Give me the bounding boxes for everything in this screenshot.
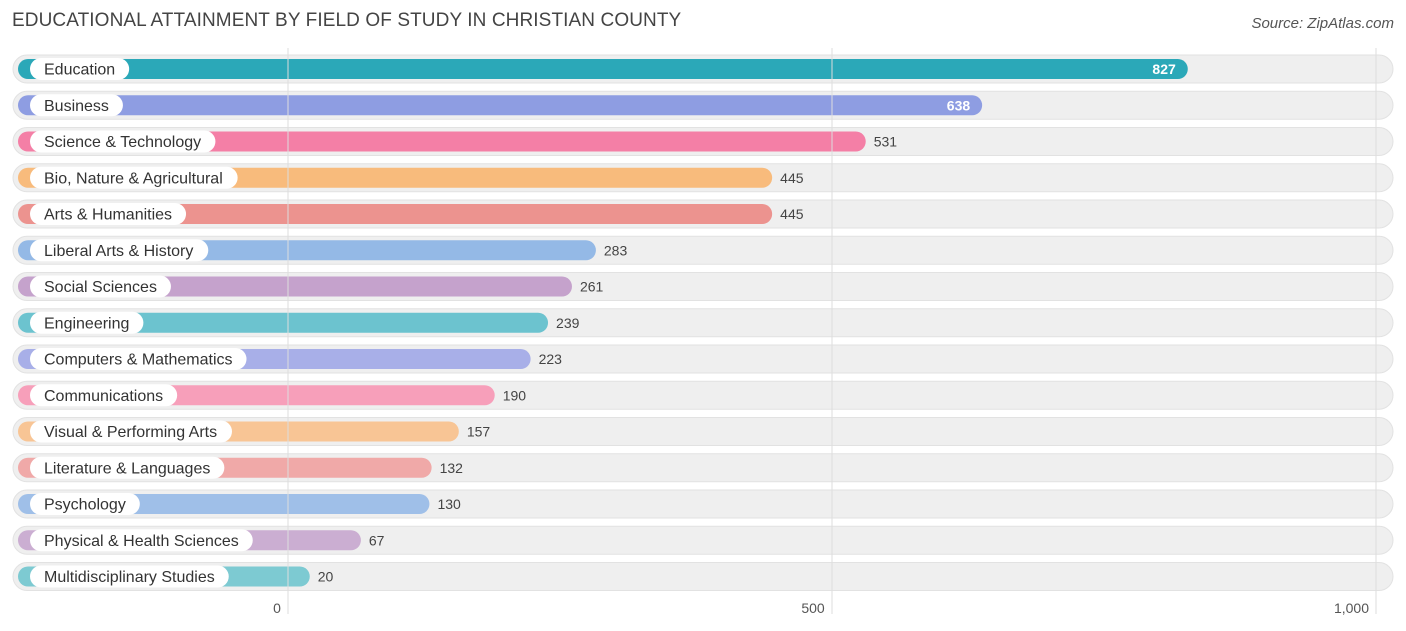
bar-row: Communications 190	[18, 384, 527, 407]
category-label: Education	[44, 62, 115, 79]
category-label: Computers & Mathematics	[44, 352, 233, 369]
category-label-pill	[30, 166, 238, 189]
category-label-pill	[30, 456, 225, 479]
category-label: Multidisciplinary Studies	[44, 569, 215, 586]
bar-row: Liberal Arts & History 283	[18, 239, 628, 262]
source-label: Source: ZipAtlas.com	[1251, 15, 1394, 32]
category-label-pill	[30, 493, 140, 515]
bar	[18, 312, 549, 333]
category-label: Literature & Languages	[44, 460, 210, 477]
category-label-pill	[30, 94, 123, 117]
value-label: 827	[1152, 61, 1176, 77]
bar-row: Visual & Performing Arts 157	[18, 420, 491, 443]
bar-track	[12, 562, 1394, 591]
value-label: 67	[369, 532, 385, 548]
value-label: 223	[539, 351, 563, 367]
bar-row: Physical & Health Sciences 67	[18, 529, 385, 552]
category-label: Communications	[44, 388, 163, 405]
category-label-pill	[30, 384, 178, 407]
value-label: 190	[503, 387, 527, 403]
category-label: Social Sciences	[44, 279, 157, 296]
bar-row: Science & Technology 531	[18, 130, 898, 153]
value-label: 157	[467, 424, 491, 440]
category-label-pill	[30, 311, 144, 334]
category-label-pill	[30, 239, 209, 262]
bar	[18, 204, 773, 224]
category-label: Physical & Health Sciences	[44, 533, 239, 550]
x-tick-label: 1,000	[1334, 600, 1369, 616]
bar-row: Computers & Mathematics 223	[18, 348, 562, 370]
value-label: 283	[604, 242, 628, 258]
category-label: Science & Technology	[44, 134, 201, 151]
value-label: 261	[580, 279, 604, 295]
category-label: Liberal Arts & History	[44, 243, 193, 260]
value-label: 130	[437, 496, 461, 512]
category-label: Engineering	[44, 315, 129, 332]
chart-title: EDUCATIONAL ATTAINMENT BY FIELD OF STUDY…	[12, 10, 682, 31]
category-label-pill	[30, 565, 229, 588]
category-label: Arts & Humanities	[44, 207, 172, 224]
value-label: 638	[947, 97, 971, 113]
category-label-pill	[30, 529, 253, 552]
bar	[18, 131, 866, 152]
bar-row: Business 638	[18, 94, 983, 117]
x-tick-label: 500	[801, 600, 825, 616]
category-label-pill	[30, 420, 232, 443]
bar-row: Arts & Humanities 445	[18, 203, 804, 225]
value-label: 445	[780, 170, 804, 186]
category-label-pill	[30, 203, 187, 225]
bar-rows: Education 827 Business 638 Science & Technol…	[12, 54, 1394, 591]
bar	[18, 95, 983, 116]
category-label-pill	[30, 275, 171, 298]
category-label: Bio, Nature & Agricultural	[44, 170, 223, 187]
category-label: Psychology	[44, 497, 126, 514]
bar-row: Engineering 239	[18, 311, 580, 334]
bar-row: Bio, Nature & Agricultural 445	[18, 166, 804, 189]
category-label: Visual & Performing Arts	[44, 424, 217, 441]
category-label: Business	[44, 98, 109, 115]
category-label-pill	[30, 130, 216, 153]
value-label: 445	[780, 206, 804, 222]
bar-row: Education 827	[18, 58, 1188, 80]
bar-row: Psychology 130	[18, 493, 461, 515]
category-label-pill	[30, 58, 130, 80]
bar-row: Multidisciplinary Studies 20	[18, 565, 334, 588]
value-label: 531	[874, 134, 898, 150]
bar-row: Literature & Languages 132	[18, 456, 464, 479]
gridlines	[287, 48, 1377, 614]
category-label-pill	[30, 348, 247, 370]
bar-row: Social Sciences 261	[18, 275, 604, 298]
x-tick-label: 0	[273, 600, 281, 616]
value-label: 239	[556, 315, 580, 331]
bar	[18, 59, 1188, 79]
value-label: 132	[440, 460, 464, 476]
value-label: 20	[318, 569, 334, 585]
x-axis-ticks: 0 500 1,000	[273, 600, 1369, 616]
